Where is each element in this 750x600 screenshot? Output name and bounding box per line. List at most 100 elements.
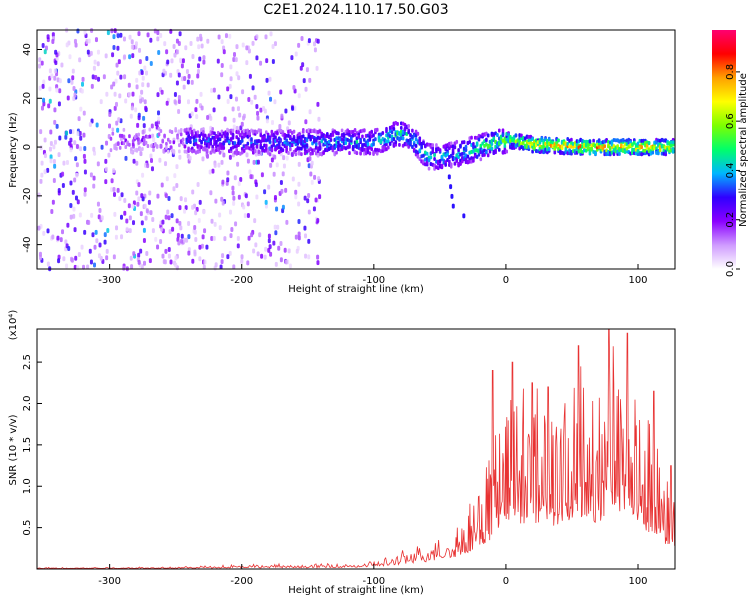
heatmap-cell <box>137 182 141 188</box>
heatmap-cell <box>134 107 138 113</box>
heatmap-cell <box>194 138 198 143</box>
heatmap-cell <box>431 143 435 148</box>
heatmap-cell <box>176 135 179 140</box>
heatmap-cell <box>416 154 420 159</box>
heatmap-cell <box>236 161 240 167</box>
heatmap-cell <box>265 118 269 124</box>
heatmap-cell <box>201 156 205 162</box>
heatmap-cell <box>136 201 140 207</box>
heatmap-cell <box>267 90 271 96</box>
heatmap-cell <box>233 52 237 58</box>
heatmap-cell <box>281 204 285 210</box>
heatmap-cell <box>212 87 216 93</box>
heatmap-cell <box>222 152 226 158</box>
heatmap-cell <box>44 45 48 51</box>
heatmap-cell <box>137 31 141 37</box>
heatmap-cell <box>273 99 277 105</box>
heatmap-cell <box>165 141 168 146</box>
heatmap-cell <box>273 224 277 230</box>
heatmap-cell <box>294 194 298 200</box>
heatmap-cell <box>501 132 505 137</box>
heatmap-cell <box>279 240 283 246</box>
heatmap-cell <box>159 33 163 39</box>
heatmap-cell <box>83 191 87 197</box>
heatmap-cell <box>111 52 115 58</box>
heatmap-cell <box>73 92 77 98</box>
heatmap-cell <box>49 158 53 164</box>
x-tick-label: 100 <box>628 275 647 286</box>
heatmap-cell <box>228 154 232 160</box>
heatmap-cell <box>363 128 366 133</box>
heatmap-cell <box>66 95 70 101</box>
heatmap-cell <box>40 60 44 66</box>
heatmap-cell <box>40 160 44 166</box>
heatmap-cell <box>228 83 232 89</box>
heatmap-cell <box>235 148 239 153</box>
heatmap-cell <box>215 140 218 145</box>
heatmap-cell <box>208 169 212 175</box>
heatmap-cell <box>151 228 155 234</box>
heatmap-cell <box>348 144 351 149</box>
heatmap-cell <box>135 77 139 83</box>
heatmap-cell <box>200 243 204 249</box>
heatmap-cell <box>164 214 168 220</box>
heatmap-cell <box>277 140 281 145</box>
heatmap-cell <box>160 226 164 232</box>
heatmap-cell <box>150 166 154 172</box>
heatmap-cell <box>160 182 164 188</box>
heatmap-cell <box>271 119 275 125</box>
heatmap-cell <box>66 222 70 228</box>
heatmap-cell <box>353 128 357 133</box>
snr-x-label: Height of straight line (km) <box>288 585 424 596</box>
heatmap-cell <box>444 162 447 167</box>
heatmap-cell <box>231 135 235 140</box>
heatmap-cell <box>297 235 301 241</box>
heatmap-cell <box>167 215 171 221</box>
heatmap-cell <box>58 78 62 84</box>
heatmap-cell <box>264 143 268 148</box>
heatmap-cell <box>105 91 109 97</box>
heatmap-cell <box>51 38 55 44</box>
heatmap-cell <box>159 143 163 148</box>
heatmap-cell <box>87 219 91 225</box>
heatmap-cell <box>272 171 276 177</box>
heatmap-cell <box>255 144 259 149</box>
heatmap-cell <box>651 150 655 155</box>
heatmap-cell <box>38 63 42 69</box>
heatmap-cell <box>122 127 126 132</box>
heatmap-cell <box>240 138 244 143</box>
heatmap-cell <box>109 148 113 153</box>
heatmap-cell <box>156 244 160 250</box>
heatmap-cell <box>178 149 181 154</box>
heatmap-cell <box>187 250 191 256</box>
heatmap-cell <box>190 79 194 85</box>
heatmap-cell <box>477 137 481 142</box>
heatmap-cell <box>54 49 58 55</box>
x-tick-label: 0 <box>503 576 509 587</box>
heatmap-cell <box>219 264 223 270</box>
colorbar: 0.0 0.2 0.4 0.6 0.8 Normalized spectral ampl… <box>712 30 749 277</box>
heatmap-cell <box>497 147 501 152</box>
heatmap-cell <box>184 197 188 203</box>
heatmap-cell <box>451 203 455 209</box>
heatmap-cell <box>166 149 170 154</box>
heatmap-cell <box>273 195 277 201</box>
heatmap-cell <box>256 115 260 121</box>
spectrogram-x-label: Height of straight line (km) <box>288 284 424 295</box>
heatmap-cell <box>122 141 126 146</box>
heatmap-cell <box>372 133 375 138</box>
heatmap-cell <box>140 89 144 95</box>
heatmap-cell <box>270 157 274 163</box>
heatmap-cell <box>269 251 273 257</box>
heatmap-cell <box>212 235 216 241</box>
heatmap-cell <box>273 41 277 47</box>
heatmap-cell <box>172 43 176 49</box>
heatmap-cell <box>69 129 73 135</box>
heatmap-cell <box>80 244 84 250</box>
heatmap-cell <box>53 163 57 169</box>
heatmap-cell <box>118 196 122 202</box>
heatmap-cell <box>457 155 460 160</box>
heatmap-cell <box>116 45 120 51</box>
heatmap-cell <box>246 141 250 146</box>
heatmap-cell <box>141 129 145 135</box>
